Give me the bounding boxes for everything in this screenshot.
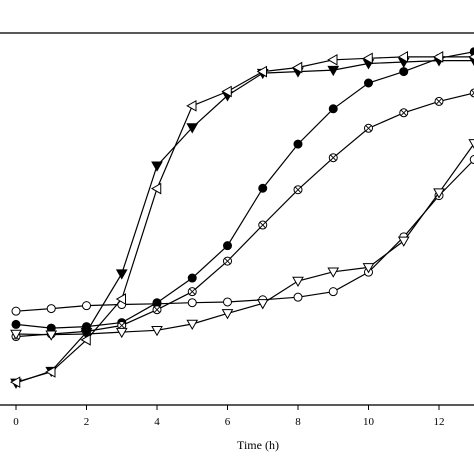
data-point-marker (397, 51, 408, 63)
data-point-marker (115, 293, 126, 305)
marker-cross (224, 257, 231, 265)
x-tick-label: 0 (13, 416, 19, 428)
data-point-marker (399, 67, 409, 77)
axes-frame (0, 32, 474, 406)
marker-cross (153, 306, 161, 313)
data-point-marker (46, 304, 56, 314)
marker-cross (471, 89, 474, 94)
data-point-marker (221, 309, 234, 320)
data-point-marker (364, 78, 373, 88)
data-point-marker (45, 366, 56, 378)
data-point-marker (187, 298, 197, 308)
marker-cross (118, 322, 125, 329)
marker-cross (365, 125, 372, 132)
data-point-marker (9, 376, 21, 389)
data-point-marker (258, 183, 268, 193)
data-point-marker (10, 329, 22, 340)
data-point-marker (291, 61, 303, 74)
data-point-marker (328, 104, 338, 114)
data-point-marker (433, 188, 445, 199)
x-tick-label: 10 (363, 416, 375, 428)
data-point-marker (256, 299, 269, 310)
data-point-marker (327, 53, 338, 66)
series-circle-filled (11, 47, 474, 333)
data-point-marker (397, 236, 410, 247)
series-line (15, 51, 474, 329)
marker-cross (400, 109, 407, 116)
data-point-marker (293, 292, 303, 302)
data-point-marker (362, 52, 373, 65)
x-tick-label: 12 (434, 416, 445, 428)
data-point-marker (82, 301, 91, 311)
x-tick-label: 4 (154, 416, 160, 428)
data-point-marker (468, 139, 474, 149)
data-point-marker (186, 99, 197, 112)
x-tick-label: 8 (295, 416, 301, 428)
series-line (15, 92, 474, 338)
series-line (15, 56, 474, 383)
series-circle-open (11, 155, 474, 316)
data-point-marker (186, 319, 199, 331)
data-point-marker (187, 273, 197, 283)
data-point-marker (327, 267, 340, 278)
data-point-marker (115, 269, 128, 280)
x-axis-label: Time (h) (237, 438, 279, 452)
data-point-marker (256, 65, 267, 78)
data-point-marker (45, 330, 58, 341)
data-point-marker (11, 319, 21, 329)
data-point-marker (151, 161, 163, 172)
series-layer (9, 47, 474, 389)
data-point-marker (328, 287, 338, 297)
marker-cross (189, 288, 196, 295)
x-axis-ticks: 0 2 4 6 8 10 12 (13, 405, 445, 428)
data-point-marker (80, 334, 91, 346)
data-point-marker (293, 139, 303, 149)
data-point-marker (223, 241, 232, 251)
series-triangle-down-open (10, 139, 474, 341)
marker-cross (330, 154, 337, 161)
x-tick-label: 6 (225, 416, 231, 428)
data-point-marker (80, 327, 93, 339)
series-line (15, 159, 474, 312)
data-point-marker (223, 297, 232, 307)
data-point-marker (186, 123, 199, 134)
marker-cross (259, 221, 266, 229)
x-tick-label: 2 (84, 416, 90, 428)
data-point-marker (327, 65, 340, 77)
marker-cross (294, 186, 302, 193)
data-point-marker (115, 327, 128, 339)
data-point-marker (432, 51, 444, 63)
data-point-marker (469, 88, 474, 98)
data-point-marker (150, 182, 162, 195)
marker-cross (471, 92, 474, 97)
data-point-marker (469, 155, 474, 165)
plot-area-border (0, 32, 474, 406)
series-triangle-left-open (9, 51, 474, 389)
marker-cross (435, 98, 443, 105)
data-point-marker (151, 326, 163, 337)
data-point-marker (362, 263, 375, 274)
data-point-marker (292, 276, 304, 287)
series-line (15, 59, 474, 384)
data-point-marker (11, 306, 21, 316)
series-circle-crossed (11, 88, 474, 342)
data-point-marker (221, 85, 232, 98)
data-point-marker (469, 47, 474, 57)
